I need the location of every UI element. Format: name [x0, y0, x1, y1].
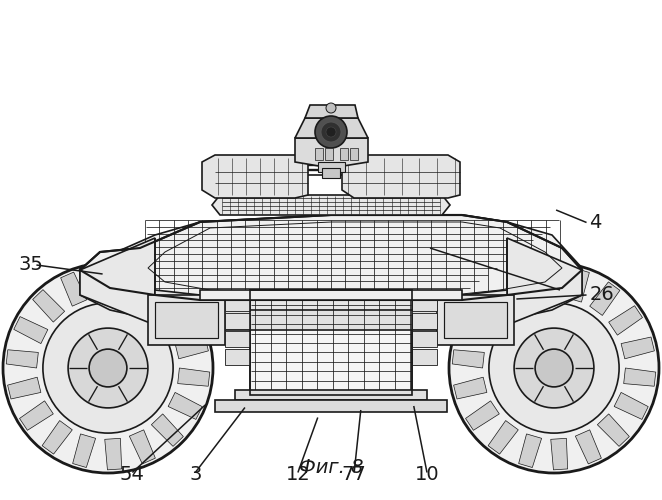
- Polygon shape: [80, 238, 155, 325]
- Polygon shape: [315, 148, 323, 160]
- Polygon shape: [155, 290, 507, 316]
- Polygon shape: [80, 215, 582, 325]
- Polygon shape: [597, 414, 630, 446]
- Polygon shape: [6, 350, 38, 368]
- Circle shape: [489, 303, 619, 433]
- Polygon shape: [590, 282, 620, 316]
- Text: 3: 3: [189, 466, 201, 484]
- Circle shape: [326, 127, 336, 137]
- Polygon shape: [225, 349, 250, 365]
- Polygon shape: [507, 238, 582, 325]
- Polygon shape: [61, 272, 87, 306]
- Polygon shape: [465, 401, 499, 430]
- Polygon shape: [225, 295, 250, 311]
- Circle shape: [449, 263, 659, 473]
- Polygon shape: [412, 349, 437, 365]
- Polygon shape: [95, 266, 111, 298]
- Polygon shape: [212, 195, 450, 215]
- Polygon shape: [506, 272, 533, 306]
- Polygon shape: [105, 438, 122, 470]
- Polygon shape: [305, 105, 358, 118]
- Circle shape: [68, 328, 148, 408]
- Text: 77: 77: [342, 466, 367, 484]
- Polygon shape: [452, 350, 485, 368]
- Polygon shape: [168, 392, 202, 419]
- Polygon shape: [120, 268, 144, 302]
- Polygon shape: [575, 430, 601, 464]
- Polygon shape: [624, 368, 656, 386]
- Text: 26: 26: [589, 286, 614, 304]
- Polygon shape: [144, 282, 174, 316]
- Polygon shape: [608, 306, 643, 335]
- Polygon shape: [155, 320, 200, 338]
- Polygon shape: [295, 138, 368, 168]
- Polygon shape: [163, 306, 197, 335]
- Text: 54: 54: [120, 466, 145, 484]
- Circle shape: [3, 263, 213, 473]
- Circle shape: [326, 103, 336, 113]
- Polygon shape: [148, 295, 225, 345]
- Polygon shape: [250, 290, 412, 395]
- Polygon shape: [325, 148, 333, 160]
- Polygon shape: [540, 266, 557, 298]
- Circle shape: [321, 122, 341, 142]
- Polygon shape: [318, 162, 345, 172]
- Polygon shape: [437, 295, 514, 345]
- Polygon shape: [462, 325, 507, 338]
- Polygon shape: [518, 434, 542, 468]
- Polygon shape: [444, 302, 507, 338]
- Text: 4: 4: [589, 213, 602, 232]
- Polygon shape: [7, 377, 41, 399]
- Polygon shape: [412, 295, 437, 311]
- Polygon shape: [177, 368, 210, 386]
- Polygon shape: [202, 155, 308, 198]
- Polygon shape: [225, 313, 250, 329]
- Polygon shape: [175, 337, 209, 359]
- Polygon shape: [479, 290, 510, 322]
- Polygon shape: [614, 392, 648, 419]
- Polygon shape: [342, 155, 460, 198]
- Circle shape: [43, 303, 173, 433]
- Polygon shape: [488, 420, 518, 454]
- Polygon shape: [350, 148, 358, 160]
- Polygon shape: [322, 168, 340, 178]
- Polygon shape: [32, 290, 65, 322]
- Circle shape: [315, 116, 347, 148]
- Circle shape: [514, 328, 594, 408]
- Text: 10: 10: [414, 466, 440, 484]
- Polygon shape: [235, 390, 427, 400]
- Polygon shape: [460, 316, 494, 344]
- Polygon shape: [295, 118, 368, 138]
- Circle shape: [535, 349, 573, 387]
- Polygon shape: [340, 148, 348, 160]
- Polygon shape: [200, 290, 462, 300]
- Polygon shape: [14, 316, 48, 344]
- Text: 35: 35: [19, 256, 44, 274]
- Polygon shape: [152, 414, 183, 446]
- Polygon shape: [567, 268, 589, 302]
- Text: Фиг. 8: Фиг. 8: [299, 458, 363, 477]
- Polygon shape: [412, 331, 437, 347]
- Circle shape: [89, 349, 127, 387]
- Polygon shape: [551, 438, 567, 470]
- Text: 12: 12: [285, 466, 310, 484]
- Polygon shape: [225, 331, 250, 347]
- Polygon shape: [155, 302, 218, 338]
- Polygon shape: [73, 434, 95, 468]
- Polygon shape: [129, 430, 156, 464]
- Polygon shape: [412, 313, 437, 329]
- Polygon shape: [42, 420, 72, 454]
- Polygon shape: [80, 215, 582, 300]
- Polygon shape: [215, 400, 447, 412]
- Polygon shape: [19, 401, 54, 430]
- Polygon shape: [453, 377, 487, 399]
- Polygon shape: [621, 337, 655, 359]
- Polygon shape: [215, 310, 447, 330]
